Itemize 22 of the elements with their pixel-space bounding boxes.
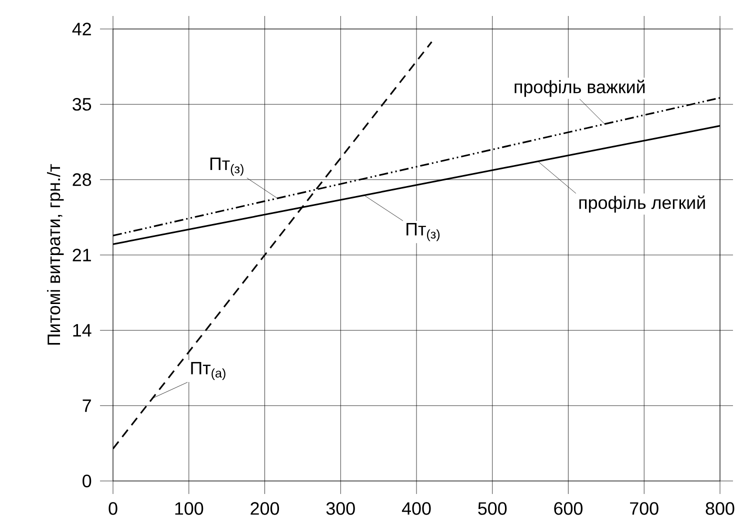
annotation: Пт$_{(з)}$	[210, 158, 244, 176]
y-tick-label: 42	[72, 22, 91, 36]
y-tick-label: 28	[72, 173, 92, 186]
text: профіль легкий	[579, 196, 705, 213]
y-tick-label: 21	[72, 248, 91, 262]
y-tick-label: 7	[82, 399, 91, 412]
y-tick-label: 35	[72, 98, 92, 111]
series-label: профіль важкий	[514, 80, 645, 97]
x-tick-label: 500	[478, 502, 507, 515]
x-tick-label: 100	[175, 502, 204, 515]
x-tick-label: 800	[706, 502, 734, 515]
x-tick-label: 700	[630, 502, 658, 515]
series-label: Пт$_{(а)}$	[191, 362, 226, 380]
y-tick-label: 0	[82, 474, 92, 488]
x-tick-label: 600	[554, 502, 583, 515]
annotation: Пт$_{(з)}$	[406, 222, 440, 242]
y-tick-label: 14	[73, 324, 92, 336]
x-tick-label: 400	[402, 502, 431, 515]
x-tick-label: 200	[250, 502, 280, 515]
x-tick-label: 300	[326, 502, 355, 515]
x-tick-label: 0	[108, 502, 118, 515]
y-axis-title: Питомі витрати, грн./т	[47, 164, 64, 345]
